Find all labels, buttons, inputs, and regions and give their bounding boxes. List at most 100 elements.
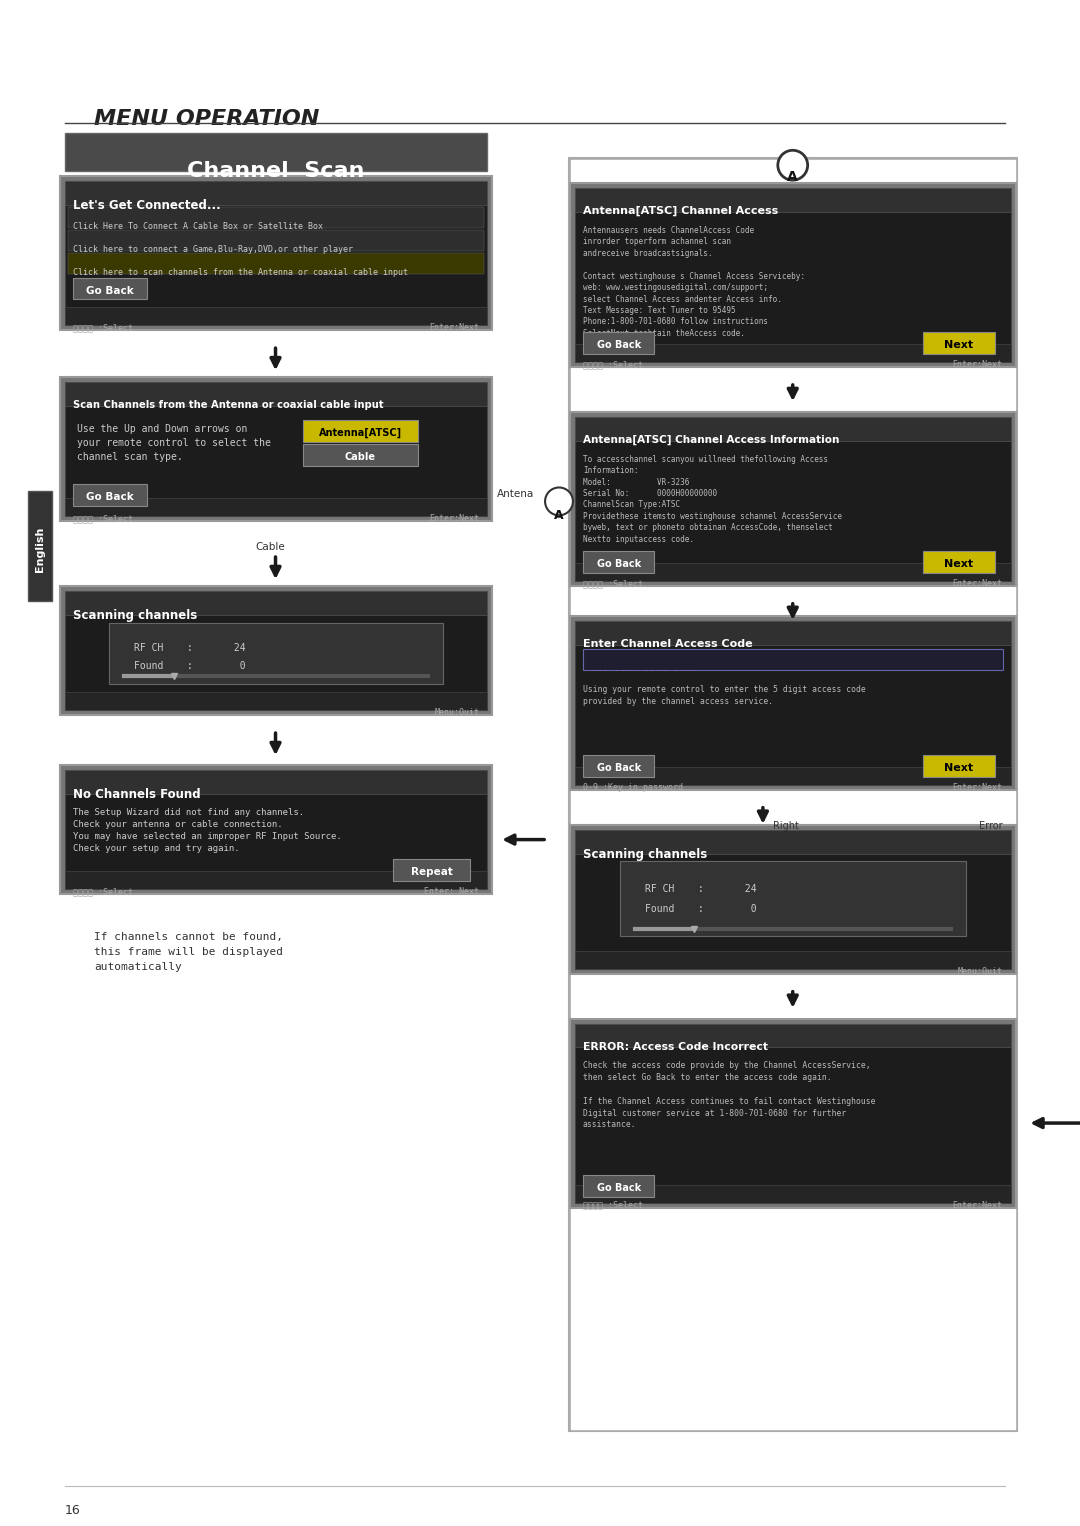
Text: Go Back: Go Back (596, 1183, 640, 1193)
Text: A: A (787, 171, 798, 185)
Text: Go Back: Go Back (85, 285, 133, 296)
FancyBboxPatch shape (59, 586, 492, 716)
Text: Enter: Next: Enter: Next (424, 887, 480, 896)
Text: Use the Up and Down arrows on
your remote control to select the
channel scan typ: Use the Up and Down arrows on your remot… (77, 424, 270, 462)
Text: English: English (35, 526, 44, 572)
FancyBboxPatch shape (65, 771, 487, 794)
Text: Scan Channels from the Antenna or coaxial cable input: Scan Channels from the Antenna or coaxia… (72, 400, 383, 410)
Text: Scanning channels: Scanning channels (72, 609, 197, 621)
FancyBboxPatch shape (575, 563, 1011, 581)
FancyBboxPatch shape (72, 278, 147, 299)
Text: A: A (554, 510, 564, 522)
FancyBboxPatch shape (393, 859, 471, 882)
FancyBboxPatch shape (65, 133, 487, 171)
Text: Enter:Next: Enter:Next (953, 783, 1002, 792)
Text: Go Back: Go Back (596, 559, 640, 569)
Text: Antennausers needs ChannelAccess Code
inrorder toperform achannel scan
andreceiv: Antennausers needs ChannelAccess Code in… (583, 226, 805, 337)
Text: Cable: Cable (345, 452, 376, 462)
Text: To accesschannel scanyou willneed thefollowing Access
Information:
Model:       : To accesschannel scanyou willneed thefol… (583, 455, 842, 543)
Text: Go Back: Go Back (85, 493, 133, 502)
Text: Enter:Next: Enter:Next (430, 514, 480, 523)
FancyBboxPatch shape (569, 159, 1016, 1431)
Text: Enter:Next: Enter:Next (953, 1201, 1002, 1210)
Text: --- ---- ---- ----: --- ---- ---- ---- (591, 664, 697, 674)
FancyBboxPatch shape (583, 551, 654, 574)
FancyBboxPatch shape (570, 412, 1015, 586)
FancyBboxPatch shape (575, 1184, 1011, 1202)
FancyBboxPatch shape (583, 755, 654, 777)
FancyBboxPatch shape (59, 377, 492, 522)
Text: Go Back: Go Back (596, 763, 640, 774)
FancyBboxPatch shape (575, 188, 1011, 362)
Text: Right: Right (773, 821, 799, 830)
Circle shape (778, 150, 808, 180)
Text: Let's Get Connected...: Let's Get Connected... (72, 198, 220, 212)
FancyBboxPatch shape (65, 307, 487, 325)
Text: Go Back: Go Back (596, 340, 640, 351)
Text: Next: Next (944, 340, 973, 351)
Text: Repeat: Repeat (410, 867, 453, 877)
Text: Found    :        0: Found : 0 (645, 905, 756, 914)
Text: No Channels Found: No Channels Found (72, 787, 200, 801)
Text: Check the access code provide by the Channel AccessService,
then select Go Back : Check the access code provide by the Cha… (583, 1062, 876, 1129)
FancyBboxPatch shape (72, 484, 147, 507)
FancyBboxPatch shape (109, 623, 443, 685)
Text: Enter:Next: Enter:Next (953, 360, 1002, 369)
Text: RF CH    :       24: RF CH : 24 (645, 885, 756, 894)
FancyBboxPatch shape (65, 693, 487, 710)
Text: ⓐⓕⓕⓕ :Select: ⓐⓕⓕⓕ :Select (583, 1201, 643, 1210)
FancyBboxPatch shape (65, 591, 487, 615)
FancyBboxPatch shape (575, 621, 1011, 784)
FancyBboxPatch shape (575, 768, 1011, 784)
FancyBboxPatch shape (575, 830, 1011, 853)
Text: Click here to scan channels from the Antenna or coaxial cable input: Click here to scan channels from the Ant… (72, 267, 407, 276)
FancyBboxPatch shape (620, 862, 966, 935)
Text: Antenna[ATSC]: Antenna[ATSC] (319, 427, 402, 438)
FancyBboxPatch shape (575, 1024, 1011, 1202)
FancyBboxPatch shape (575, 951, 1011, 969)
Text: Click Here To Connect A Cable Box or Satellite Box: Click Here To Connect A Cable Box or Sat… (72, 221, 323, 230)
FancyBboxPatch shape (59, 175, 492, 330)
FancyBboxPatch shape (68, 208, 485, 227)
Circle shape (545, 487, 572, 516)
FancyBboxPatch shape (65, 871, 487, 890)
FancyBboxPatch shape (65, 771, 487, 890)
FancyBboxPatch shape (575, 417, 1011, 441)
FancyBboxPatch shape (65, 382, 487, 516)
FancyBboxPatch shape (923, 551, 995, 574)
FancyBboxPatch shape (575, 188, 1011, 212)
Text: Found    :        0: Found : 0 (134, 661, 246, 670)
Text: ⓐⓕⓕⓕ :Select: ⓐⓕⓕⓕ :Select (583, 360, 643, 369)
FancyBboxPatch shape (570, 824, 1015, 974)
FancyBboxPatch shape (65, 591, 487, 710)
FancyBboxPatch shape (65, 182, 487, 325)
Text: Enter Channel Access Code: Enter Channel Access Code (583, 639, 753, 649)
Text: Channel  Scan: Channel Scan (187, 162, 364, 182)
Text: Using your remote control to enter the 5 digit access code
provided by the chann: Using your remote control to enter the 5… (583, 685, 865, 707)
Text: Click here to connect a Game,Blu-Ray,DVD,or other player: Click here to connect a Game,Blu-Ray,DVD… (72, 244, 352, 253)
FancyBboxPatch shape (923, 755, 995, 777)
Text: The Setup Wizard did not find any channels.
Check your antenna or cable connecti: The Setup Wizard did not find any channe… (72, 807, 341, 853)
Text: MENU OPERATION: MENU OPERATION (94, 108, 320, 128)
Text: RF CH    :       24: RF CH : 24 (134, 642, 246, 653)
Text: ⓐⓕⓕⓕ :Select: ⓐⓕⓕⓕ :Select (72, 887, 133, 896)
FancyBboxPatch shape (583, 1175, 654, 1196)
FancyBboxPatch shape (65, 382, 487, 406)
FancyBboxPatch shape (583, 333, 654, 354)
Text: Antenna[ATSC] Channel Access: Antenna[ATSC] Channel Access (583, 206, 778, 217)
FancyBboxPatch shape (570, 1019, 1015, 1207)
FancyBboxPatch shape (575, 417, 1011, 581)
Text: Menu:Quit: Menu:Quit (434, 708, 480, 717)
FancyBboxPatch shape (28, 491, 52, 601)
Text: ⓐⓕⓕⓕ :Select: ⓐⓕⓕⓕ :Select (583, 578, 643, 588)
Text: ERROR: Access Code Incorrect: ERROR: Access Code Incorrect (583, 1042, 768, 1051)
FancyBboxPatch shape (303, 444, 418, 465)
FancyBboxPatch shape (923, 333, 995, 354)
FancyBboxPatch shape (583, 649, 1002, 670)
FancyBboxPatch shape (575, 830, 1011, 969)
Text: Scanning channels: Scanning channels (583, 847, 707, 861)
FancyBboxPatch shape (65, 182, 487, 204)
FancyBboxPatch shape (303, 420, 418, 441)
Text: Menu:Quit: Menu:Quit (958, 967, 1002, 977)
Text: Enter:Next: Enter:Next (953, 578, 1002, 588)
